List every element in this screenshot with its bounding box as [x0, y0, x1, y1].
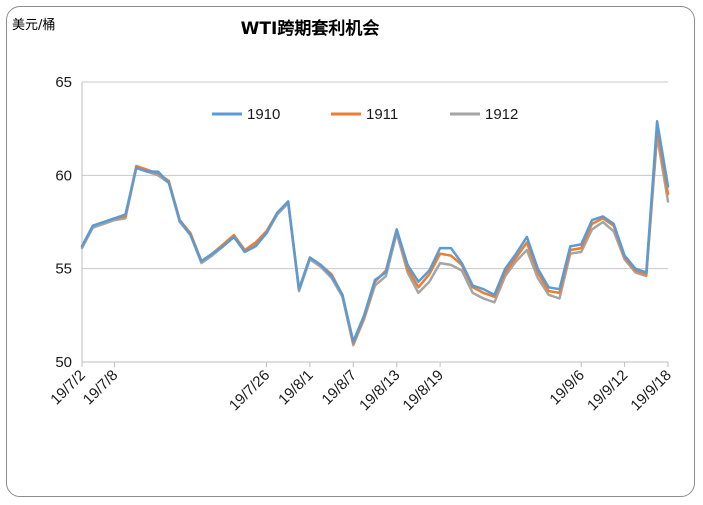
x-tick-label: 19/9/18: [627, 367, 674, 414]
x-tick-label: 19/8/1: [275, 367, 317, 409]
legend-label-1910: 1910: [247, 106, 280, 123]
series-line-1911: [80, 127, 670, 345]
x-tick-label: 19/9/6: [546, 367, 588, 409]
x-tick-label: 19/8/13: [356, 367, 403, 414]
y-axis-unit-label: 美元/桶: [12, 18, 56, 33]
x-tick-label: 19/7/26: [226, 367, 273, 414]
y-tick-label: 65: [55, 74, 72, 91]
series-line-1912: [80, 134, 670, 347]
x-tick-label: 19/9/12: [584, 367, 631, 414]
gridlines: [82, 81, 668, 270]
x-tick-label: 19/7/2: [47, 367, 89, 409]
series-line-1910: [80, 119, 670, 343]
series-lines: [80, 119, 670, 347]
legend-label-1911: 1911: [366, 106, 398, 123]
x-tick-label: 19/8/19: [400, 367, 447, 414]
y-tick-label: 55: [55, 261, 72, 278]
legend-label-1912: 1912: [485, 106, 518, 123]
x-tick-label: 19/8/7: [319, 367, 361, 409]
x-tick-label: 19/7/8: [80, 367, 122, 409]
y-tick-label: 50: [55, 354, 72, 371]
legend: 1910 1911 1912: [212, 106, 518, 123]
chart-title: WTI跨期套利机会: [240, 19, 380, 39]
y-tick-label: 60: [55, 167, 72, 184]
